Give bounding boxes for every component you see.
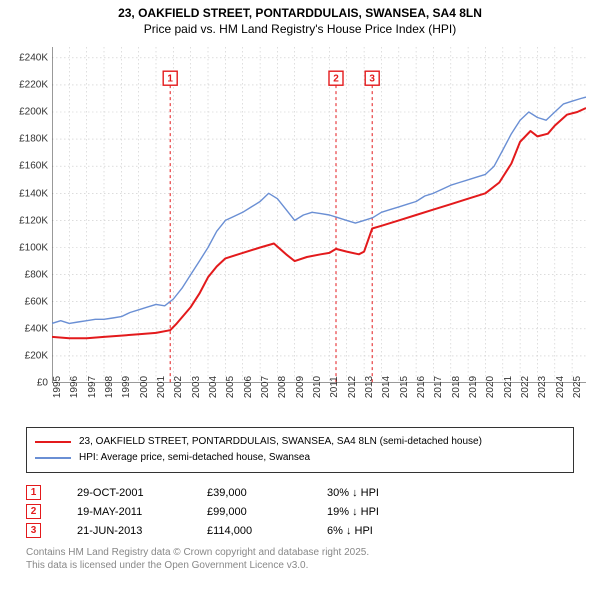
- y-tick-label: £160K: [19, 161, 48, 172]
- x-tick-label: 1997: [87, 376, 98, 398]
- svg-text:3: 3: [369, 74, 375, 85]
- x-tick-label: 2017: [433, 376, 444, 398]
- marker-price: £39,000: [207, 487, 327, 499]
- x-tick-label: 2005: [225, 376, 236, 398]
- x-tick-label: 2014: [381, 376, 392, 398]
- x-tick-label: 2001: [156, 376, 167, 398]
- marker-price: £99,000: [207, 506, 327, 518]
- legend-swatch: [35, 441, 71, 443]
- title-line-2: Price paid vs. HM Land Registry's House …: [8, 22, 592, 38]
- x-tick-label: 2019: [468, 376, 479, 398]
- svg-text:2: 2: [333, 74, 339, 85]
- x-tick-label: 1995: [52, 376, 63, 398]
- chart-title: 23, OAKFIELD STREET, PONTARDDULAIS, SWAN…: [0, 0, 600, 39]
- chart-area: £0 £20K £40K £60K £80K £100K £120K £140K £160K £1…: [10, 43, 590, 419]
- chart-container: 23, OAKFIELD STREET, PONTARDDULAIS, SWAN…: [0, 0, 600, 590]
- y-tick-label: £220K: [19, 80, 48, 91]
- plot-svg: 1 2 3: [52, 47, 586, 383]
- x-tick-label: 2013: [364, 376, 375, 398]
- marker-date: 19-MAY-2011: [77, 506, 207, 518]
- marker-number-box: 1: [26, 485, 41, 500]
- marker-pct: 30% ↓ HPI: [327, 487, 447, 499]
- x-tick-label: 2022: [520, 376, 531, 398]
- x-tick-label: 2015: [399, 376, 410, 398]
- x-tick-label: 2007: [260, 376, 271, 398]
- marker-row: 2 19-MAY-2011£99,00019% ↓ HPI: [26, 502, 574, 521]
- x-tick-label: 2023: [537, 376, 548, 398]
- x-tick-label: 1996: [69, 376, 80, 398]
- y-tick-label: £180K: [19, 134, 48, 145]
- y-tick-label: £240K: [19, 53, 48, 64]
- legend-item: HPI: Average price, semi-detached house,…: [35, 450, 565, 466]
- footnote-line-1: Contains HM Land Registry data © Crown c…: [26, 546, 574, 559]
- legend-label: HPI: Average price, semi-detached house,…: [79, 450, 310, 466]
- x-tick-label: 2004: [208, 376, 219, 398]
- legend: 23, OAKFIELD STREET, PONTARDDULAIS, SWAN…: [26, 427, 574, 473]
- marker-number-box: 3: [26, 523, 41, 538]
- x-tick-label: 1999: [121, 376, 132, 398]
- y-tick-label: £20K: [25, 351, 48, 362]
- y-tick-label: £0: [37, 378, 48, 389]
- marker-row: 3 21-JUN-2013£114,0006% ↓ HPI: [26, 521, 574, 540]
- marker-date: 29-OCT-2001: [77, 487, 207, 499]
- y-tick-label: £120K: [19, 215, 48, 226]
- x-tick-label: 2024: [555, 376, 566, 398]
- svg-text:1: 1: [167, 74, 173, 85]
- marker-pct: 6% ↓ HPI: [327, 525, 447, 537]
- marker-pct: 19% ↓ HPI: [327, 506, 447, 518]
- marker-table: 1 29-OCT-2001£39,00030% ↓ HPI 2 19-MAY-2011…: [26, 483, 574, 540]
- x-tick-label: 2020: [485, 376, 496, 398]
- marker-row: 1 29-OCT-2001£39,00030% ↓ HPI: [26, 483, 574, 502]
- x-tick-label: 2018: [451, 376, 462, 398]
- legend-item: 23, OAKFIELD STREET, PONTARDDULAIS, SWAN…: [35, 434, 565, 450]
- y-tick-label: £200K: [19, 107, 48, 118]
- title-line-1: 23, OAKFIELD STREET, PONTARDDULAIS, SWAN…: [8, 6, 592, 22]
- x-axis: 1995199619971998199920002001200220032004…: [52, 383, 586, 419]
- marker-price: £114,000: [207, 525, 327, 537]
- x-tick-label: 2002: [173, 376, 184, 398]
- x-tick-label: 2010: [312, 376, 323, 398]
- x-tick-label: 2025: [572, 376, 583, 398]
- x-tick-label: 2008: [277, 376, 288, 398]
- x-tick-label: 2009: [295, 376, 306, 398]
- y-tick-label: £60K: [25, 296, 48, 307]
- legend-label: 23, OAKFIELD STREET, PONTARDDULAIS, SWAN…: [79, 434, 482, 450]
- x-tick-label: 2021: [503, 376, 514, 398]
- footnote: Contains HM Land Registry data © Crown c…: [26, 546, 574, 572]
- y-axis: £0£20K£40K£60K£80K£100K£120K£140K£160K£1…: [10, 47, 52, 383]
- y-tick-label: £140K: [19, 188, 48, 199]
- legend-swatch: [35, 457, 71, 459]
- x-tick-label: 2000: [139, 376, 150, 398]
- x-tick-label: 2006: [243, 376, 254, 398]
- x-tick-label: 2003: [191, 376, 202, 398]
- marker-date: 21-JUN-2013: [77, 525, 207, 537]
- y-tick-label: £40K: [25, 323, 48, 334]
- y-tick-label: £100K: [19, 242, 48, 253]
- plot-area: 1 2 3: [52, 47, 586, 383]
- x-tick-label: 2011: [329, 376, 340, 398]
- x-tick-label: 1998: [104, 376, 115, 398]
- footnote-line-2: This data is licensed under the Open Gov…: [26, 559, 574, 572]
- x-tick-label: 2016: [416, 376, 427, 398]
- x-tick-label: 2012: [347, 376, 358, 398]
- marker-number-box: 2: [26, 504, 41, 519]
- y-tick-label: £80K: [25, 269, 48, 280]
